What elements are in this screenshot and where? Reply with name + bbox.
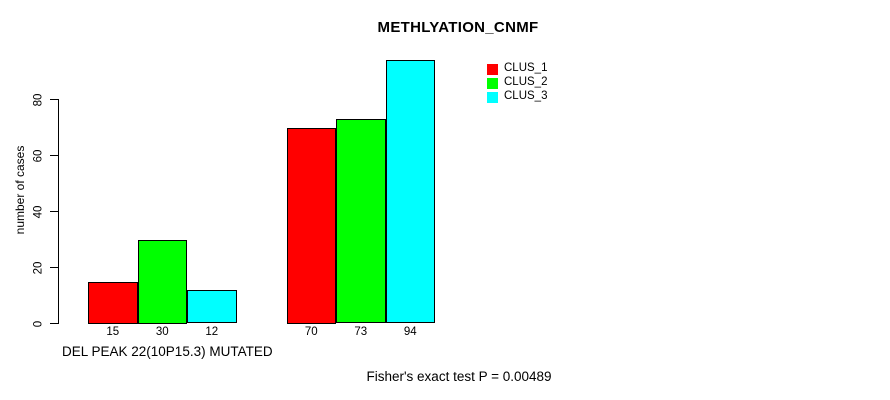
legend-item-label: CLUS_2 [504,76,548,89]
bar-value-label: 73 [354,325,368,338]
y-tick-label: 0 [32,320,45,327]
y-axis-label: number of cases [13,145,27,235]
legend-color-swatch [487,77,498,89]
bar-value-label: 94 [403,325,417,338]
bar-value-label: 70 [304,325,318,338]
bar-value-label: 12 [205,325,219,338]
legend-color-swatch [487,91,498,103]
y-tick-mark [50,99,58,100]
bar-value-label: 15 [106,325,120,338]
bar [336,119,386,324]
fisher-test-annotation: Fisher's exact test P = 0.00489 [366,369,552,384]
y-tick-mark [50,211,58,212]
legend-item: CLUS_3 [487,90,547,104]
bar [88,281,138,324]
y-tick-mark [50,323,58,324]
bar-value-label: 30 [155,325,169,338]
y-tick-mark [50,155,58,156]
legend-item: CLUS_2 [487,76,547,90]
legend-color-swatch [487,63,498,75]
y-tick-label: 20 [32,261,45,274]
y-tick-mark [50,267,58,268]
bar [385,60,435,324]
y-axis-line [58,99,59,324]
bar [286,127,336,324]
bar [187,289,237,324]
x-axis-label: DEL PEAK 22(10P15.3) MUTATED [62,344,273,359]
legend-item: CLUS_1 [487,62,547,76]
legend-item-label: CLUS_1 [504,62,548,75]
legend-item-label: CLUS_3 [504,90,548,103]
y-tick-label: 60 [32,149,45,162]
chart-title: METHLYATION_CNMF [377,19,539,36]
y-tick-label: 40 [32,205,45,218]
legend: CLUS_1 CLUS_2 CLUS_3 [487,62,547,104]
bar [137,239,187,324]
y-tick-label: 80 [32,93,45,106]
